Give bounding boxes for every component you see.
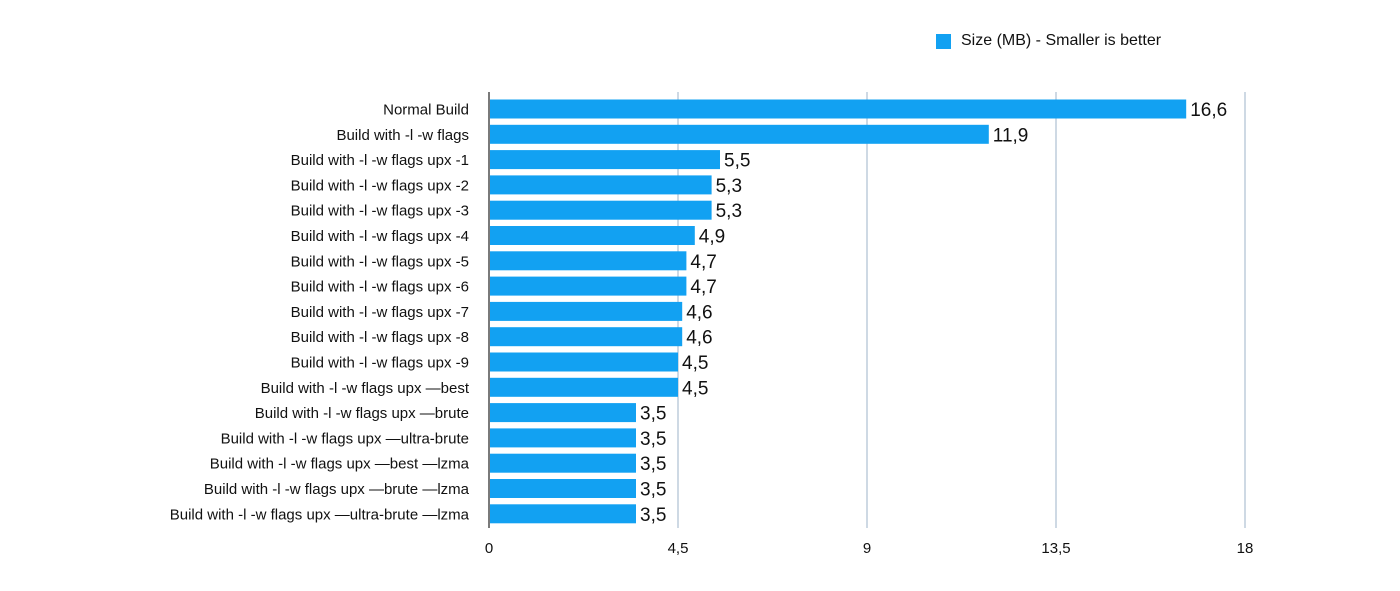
category-label: Build with -l -w flags upx -6 [291,279,469,296]
legend-label: Size (MB) - Smaller is better [961,32,1162,49]
x-tick-label: 9 [863,540,871,557]
data-label: 3,5 [640,429,666,450]
category-label: Build with -l -w flags [336,127,469,144]
data-label: 11,9 [993,125,1029,146]
category-label: Build with -l -w flags upx -4 [291,228,469,245]
category-label: Build with -l -w flags upx —brute —lzma [204,481,470,498]
bar [490,352,678,372]
x-tick-label: 0 [485,540,493,557]
category-label: Build with -l -w flags upx -9 [291,355,469,372]
category-label: Build with -l -w flags upx —best —lzma [210,456,470,473]
data-label: 4,7 [690,277,716,298]
x-tick-label: 4,5 [668,540,689,557]
data-label: 5,5 [724,151,750,172]
bar [490,276,687,296]
category-label: Build with -l -w flags upx -8 [291,329,469,346]
legend: Size (MB) - Smaller is better [936,30,1161,52]
bar [490,479,636,498]
data-label: 4,6 [686,328,712,349]
data-label: 5,3 [716,176,742,197]
data-label: 16,6 [1190,100,1227,121]
bar [490,453,636,473]
bar [490,504,636,524]
category-label: Build with -l -w flags upx -2 [291,177,469,194]
category-label: Build with -l -w flags upx -3 [291,203,469,220]
bar [490,150,720,170]
data-label: 4,9 [699,227,725,248]
bar [490,124,989,144]
data-label: 3,5 [640,404,666,425]
category-label: Build with -l -w flags upx -1 [291,152,469,169]
bar [490,175,712,195]
legend-swatch [936,33,951,49]
category-label: Build with -l -w flags upx -5 [291,253,469,270]
bar [490,428,636,448]
bar [490,403,636,423]
category-label: Build with -l -w flags upx —ultra-brute … [170,506,470,523]
bar [490,251,687,271]
bar [490,377,678,397]
category-label: Normal Build [383,102,469,119]
data-label: 4,5 [682,378,708,399]
x-tick-label: 18 [1237,540,1254,557]
bar [490,200,712,220]
data-label: 4,6 [686,302,712,323]
category-label: Build with -l -w flags upx —ultra-brute [221,430,469,447]
bar [490,327,683,347]
x-tick-label: 13,5 [1041,540,1070,557]
data-label: 3,5 [640,505,666,526]
bar [490,226,695,245]
bar [490,301,683,321]
data-label: 4,5 [682,353,708,374]
data-label: 3,5 [640,480,666,501]
data-label: 4,7 [690,252,716,273]
category-label: Build with -l -w flags upx —brute [255,405,469,422]
category-label: Build with -l -w flags upx —best [261,380,470,397]
bar [490,99,1187,119]
data-label: 3,5 [640,454,666,475]
data-label: 5,3 [716,201,742,222]
category-label: Build with -l -w flags upx -7 [291,304,469,321]
